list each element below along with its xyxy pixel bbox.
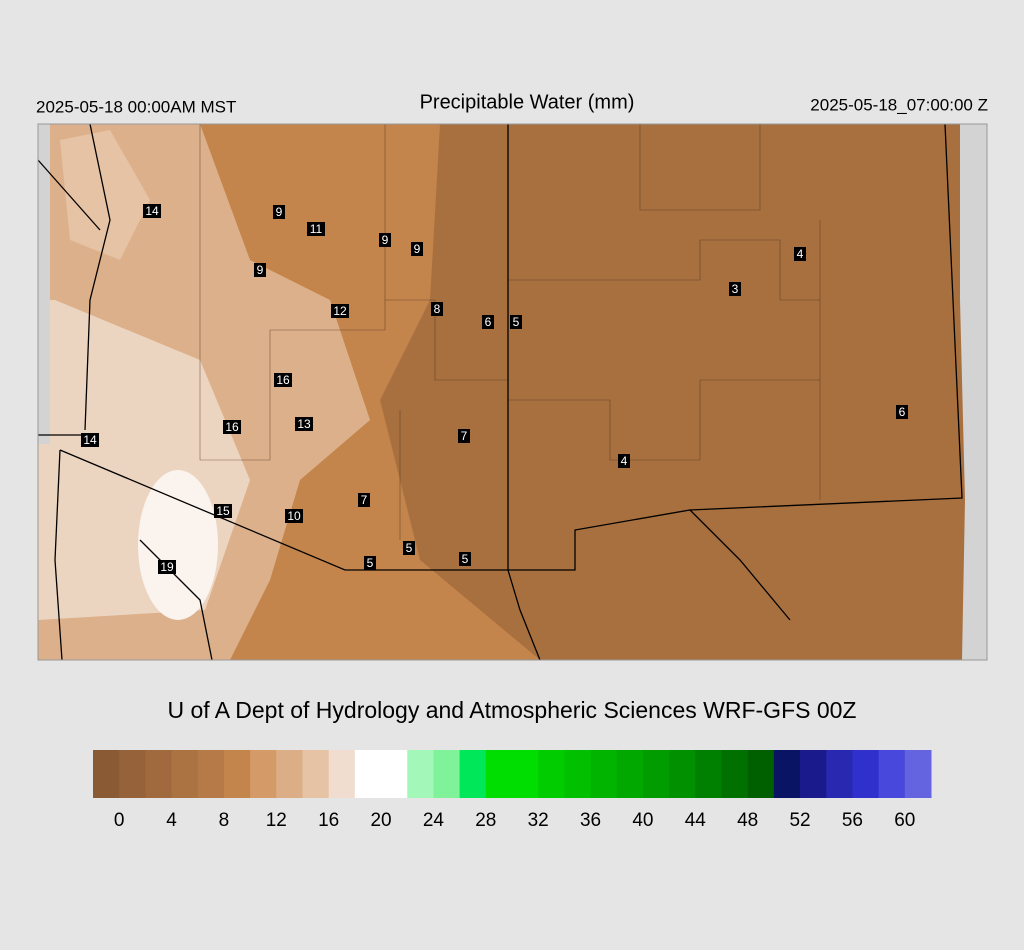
colorbar-box — [328, 750, 356, 798]
pw-label: 9 — [414, 242, 421, 256]
colorbar-box — [171, 750, 199, 798]
pw-label: 9 — [382, 233, 389, 247]
pw-label: 10 — [287, 509, 301, 523]
pw-label: 15 — [216, 504, 230, 518]
pw-label: 14 — [83, 433, 97, 447]
pw-labels: 14 9 11 9 9 9 4 3 12 8 6 5 16 16 13 14 6… — [81, 204, 908, 574]
colorbar-box — [538, 750, 565, 798]
pw-label: 16 — [225, 420, 239, 434]
no-data — [38, 124, 50, 444]
colorbar-box — [119, 750, 146, 798]
pw-label: 3 — [732, 282, 739, 296]
colorbar-tick-label: 36 — [580, 810, 601, 831]
pw-label: 7 — [461, 429, 468, 443]
county-lines — [199, 124, 821, 540]
pw-label: 6 — [485, 315, 492, 329]
colorbar-box — [93, 750, 120, 798]
colorbar-tick-label: 20 — [370, 810, 391, 831]
pw-label: 4 — [797, 247, 804, 261]
colorbar-box — [747, 750, 775, 798]
colorbar-box — [145, 750, 173, 798]
valid-time-utc: 2025-05-18_07:00:00 Z — [810, 95, 988, 114]
pw-label: 5 — [462, 552, 469, 566]
colorbar-box — [826, 750, 853, 798]
colorbar-box — [459, 750, 487, 798]
colorbar-tick-label: 4 — [166, 810, 177, 831]
colorbar-box — [669, 750, 696, 798]
colorbar-tick-label: 16 — [318, 810, 339, 831]
colorbar-tick-label: 56 — [842, 810, 863, 831]
colorbar-box — [197, 750, 225, 798]
colorbar-box — [590, 750, 618, 798]
valid-time-local: 2025-05-18 00:00AM MST — [36, 97, 236, 116]
colorbar-box — [904, 750, 932, 798]
pw-label: 19 — [160, 560, 174, 574]
colorbar-box — [276, 750, 303, 798]
map-frame — [37, 123, 988, 661]
pw-label: 5 — [513, 315, 520, 329]
colorbar: 0 4 8 12 16 20 24 28 32 36 40 44 48 52 56 60 — [93, 750, 932, 831]
colorbar-tick-label: 48 — [737, 810, 758, 831]
colorbar-tick-label: 44 — [685, 810, 707, 831]
pw-label: 16 — [276, 373, 290, 387]
pw-label: 7 — [361, 493, 368, 507]
pw-label: 9 — [276, 205, 283, 219]
pw-label: 8 — [434, 302, 441, 316]
pw-label: 9 — [257, 263, 264, 277]
colorbar-tick-label: 32 — [528, 810, 549, 831]
colorbar-box — [695, 750, 722, 798]
pw-label: 13 — [297, 417, 311, 431]
colorbar-box — [616, 750, 644, 798]
colorbar-box — [485, 750, 513, 798]
colorbar-tick-label: 0 — [114, 810, 125, 831]
pw-label: 12 — [333, 304, 347, 318]
colorbar-box — [721, 750, 749, 798]
pw-label: 5 — [406, 541, 413, 555]
pw-label: 11 — [310, 222, 323, 236]
colorbar-tick-label: 28 — [475, 810, 496, 831]
colorbar-tick-label: 8 — [219, 810, 230, 831]
colorbar-box — [433, 750, 461, 798]
colorbar-tick-label: 60 — [894, 810, 915, 831]
colorbar-box — [250, 750, 277, 798]
map: 14 9 11 9 9 9 4 3 12 8 6 5 16 16 13 14 6… — [37, 123, 988, 661]
colorbar-box — [852, 750, 880, 798]
colorbar-box — [381, 750, 408, 798]
pw-label: 4 — [621, 454, 628, 468]
colorbar-tick-label: 12 — [266, 810, 287, 831]
map-title: Precipitable Water (mm) — [420, 91, 635, 113]
colorbar-box — [878, 750, 906, 798]
credit: U of A Dept of Hydrology and Atmospheric… — [167, 697, 856, 723]
colorbar-box — [800, 750, 827, 798]
dry-region — [380, 124, 987, 660]
colorbar-box — [407, 750, 434, 798]
colorbar-box — [512, 750, 539, 798]
moist-core — [138, 470, 218, 620]
colorbar-box — [773, 750, 801, 798]
colorbar-tick-label: 52 — [789, 810, 810, 831]
colorbar-box — [223, 750, 251, 798]
colorbar-tick-label: 40 — [632, 810, 653, 831]
pw-label: 14 — [145, 204, 159, 218]
pw-label: 6 — [899, 405, 906, 419]
pw-label: 5 — [367, 556, 374, 570]
colorbar-box — [642, 750, 670, 798]
colorbar-box — [564, 750, 592, 798]
colorbar-box — [354, 750, 382, 798]
borders — [37, 123, 963, 661]
colorbar-box — [302, 750, 330, 798]
no-data — [960, 124, 987, 660]
colorbar-tick-label: 24 — [423, 810, 445, 831]
